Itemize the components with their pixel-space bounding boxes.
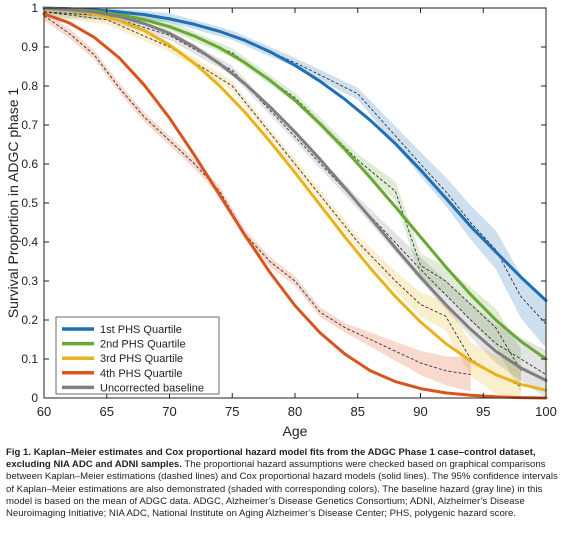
ci-band-1st-phs-quartile: [44, 8, 546, 349]
legend-label-4th-phs-quartile: 4th PHS Quartile: [100, 368, 183, 380]
y-tick-label: 0.4: [21, 235, 38, 249]
x-tick-label: 80: [288, 404, 302, 419]
x-axis-ticks: 60 65 70 75 80 85 90 95 100: [37, 8, 557, 419]
legend-label-uncorrected-baseline: Uncorrected baseline: [100, 382, 204, 394]
caption-body: The proportional hazard assumptions were…: [6, 459, 558, 520]
y-tick-label: 0.6: [21, 157, 38, 171]
legend-label-1st-phs-quartile: 1st PHS Quartile: [100, 324, 182, 336]
fit-line-2nd-phs-quartile: [42, 6, 548, 361]
x-tick-label: 70: [162, 404, 176, 419]
x-tick-label: 95: [476, 404, 490, 419]
fit-line-3rd-phs-quartile: [42, 6, 548, 392]
y-tick-label: 0.9: [21, 40, 38, 54]
x-tick-label: 85: [351, 404, 365, 419]
km-line-4th-phs-quartile: [43, 15, 471, 376]
ci-band-2nd-phs-quartile: [44, 8, 521, 393]
caption-title: Fig 1. Kaplan–Meier estimates and Cox pr…: [6, 447, 536, 471]
confidence-bands: [44, 8, 546, 398]
figure-caption: Fig 1. Kaplan–Meier estimates and Cox pr…: [6, 447, 564, 520]
fit-line-uncorrected-baseline: [42, 6, 548, 382]
y-axis-label: Survival Proportion in ADGC phase 1: [5, 88, 21, 319]
km-line-uncorrected-baseline: [43, 11, 547, 375]
x-tick-label: 90: [413, 404, 427, 419]
cox-fit-lines: [42, 6, 548, 400]
y-tick-label: 1: [31, 1, 38, 15]
y-tick-label: 0.5: [21, 196, 38, 210]
y-tick-label: 0.1: [21, 352, 38, 366]
fit-line-4th-phs-quartile: [42, 12, 548, 400]
fit-line-1st-phs-quartile: [42, 6, 548, 302]
ci-band-3rd-phs-quartile: [44, 8, 521, 398]
x-tick-label: 100: [535, 404, 557, 419]
y-tick-label: 0.2: [21, 313, 38, 327]
ci-band-4th-phs-quartile: [44, 11, 471, 392]
legend-label-3rd-phs-quartile: 3rd PHS Quartile: [100, 353, 183, 365]
x-tick-label: 75: [225, 404, 239, 419]
y-tick-label: 0.7: [21, 118, 38, 132]
y-tick-label: 0.8: [21, 79, 38, 93]
chart-legend: 1st PHS Quartile 2nd PHS Quartile 3rd PHS …: [55, 316, 220, 395]
x-axis-label: Age: [283, 423, 308, 439]
ci-band-uncorrected-baseline: [44, 8, 546, 398]
x-tick-label: 60: [37, 404, 51, 419]
legend-label-2nd-phs-quartile: 2nd PHS Quartile: [100, 339, 186, 351]
y-tick-label: 0: [31, 391, 38, 405]
x-tick-label: 65: [100, 404, 114, 419]
survival-chart: 60 65 70 75 80 85 90 95 100 00.10.20.30.40.50.60…: [5, 1, 557, 439]
y-tick-label: 0.3: [21, 274, 38, 288]
y-axis-ticks: 0 0.1 0.2 0.3 0.4 0.5 0.6 0.7 0.8 0.9 1: [21, 1, 546, 405]
